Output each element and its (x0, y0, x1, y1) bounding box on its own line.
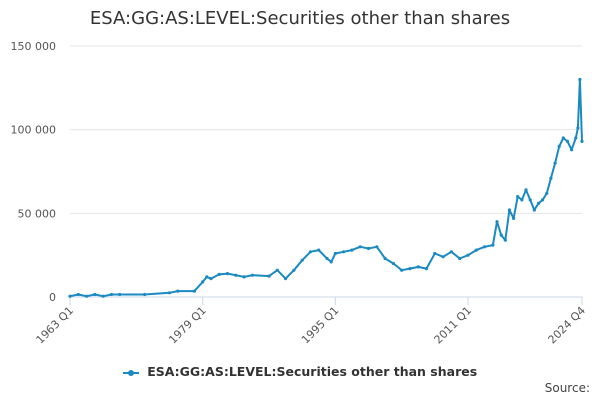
series-point (267, 274, 271, 278)
series-point (516, 195, 520, 199)
series-point (333, 251, 337, 256)
series-point (209, 277, 213, 281)
series-point (217, 272, 221, 276)
series-point (358, 245, 362, 249)
series-point (570, 148, 574, 152)
series-point (408, 267, 412, 271)
series-point (242, 275, 246, 279)
series-point (561, 136, 565, 140)
series-point (76, 292, 80, 297)
chart-title: ESA:GG:AS:LEVEL:Securities other than sh… (89, 8, 511, 29)
series-point (201, 280, 205, 284)
series-point (205, 275, 209, 279)
series-point (499, 233, 503, 237)
x-tick-label: 1963 Q1 (34, 304, 77, 347)
x-tick-label: 2011 Q1 (432, 304, 475, 347)
series-point (93, 292, 97, 297)
series-point (458, 256, 462, 261)
series-point (576, 126, 580, 130)
series-point (317, 248, 321, 252)
series-point (234, 273, 238, 277)
legend-label: ESA:GG:AS:LEVEL:Securities other than sh… (147, 364, 478, 379)
series-point (292, 268, 296, 272)
series-point (545, 191, 549, 195)
series-point (192, 289, 196, 293)
series-point (511, 216, 516, 220)
series-point (565, 139, 570, 143)
series-point (503, 238, 507, 242)
series-point (449, 250, 453, 254)
series-point (424, 267, 429, 271)
series-point (85, 294, 89, 298)
series-point (143, 292, 147, 297)
series-point (483, 245, 487, 249)
series-point (557, 144, 561, 148)
series-point (225, 272, 230, 276)
axis-layer: 0 50 000 100 000 150 000 1963 Q1 1979 Q1 1995 … (11, 40, 589, 346)
source-label: Source: (544, 381, 590, 395)
series-point (167, 291, 172, 295)
series-point (250, 273, 254, 277)
series-point (532, 208, 536, 212)
series-point (541, 198, 545, 202)
series-layer (68, 77, 584, 298)
series-point (528, 198, 532, 202)
series-point (176, 289, 180, 293)
series-point (325, 256, 329, 261)
series-point (383, 256, 387, 261)
series-point (275, 268, 279, 272)
y-tick-label: 100 000 (11, 124, 57, 137)
series-point (507, 208, 511, 212)
x-tick-label: 2024 Q4 (546, 304, 589, 347)
legend-swatch-icon (122, 368, 139, 378)
series-point (578, 77, 582, 82)
series-point (474, 248, 478, 252)
series-point (366, 246, 371, 251)
series-point (580, 139, 584, 143)
series-point (553, 161, 557, 165)
series-point (284, 277, 288, 281)
series-point (101, 294, 105, 298)
x-tick-label: 1979 Q1 (166, 304, 209, 347)
series-point (549, 176, 553, 180)
y-tick-label: 50 000 (18, 207, 57, 220)
series-point (118, 292, 122, 297)
series-point (391, 261, 395, 266)
series-point (109, 292, 114, 297)
series-point (520, 198, 524, 202)
legend[interactable]: ESA:GG:AS:LEVEL:Securities other than sh… (0, 364, 600, 379)
y-tick-label: 0 (49, 291, 56, 304)
series-point (300, 258, 304, 262)
series-point (433, 251, 437, 256)
series-point (466, 253, 470, 257)
series-point (400, 268, 404, 272)
series-point (524, 188, 528, 192)
series-point (495, 220, 499, 224)
grid-layer (70, 45, 582, 214)
series-point (536, 201, 541, 205)
series-point (329, 260, 333, 264)
series-line (69, 78, 583, 298)
series-point (441, 255, 445, 259)
series-point (491, 243, 495, 247)
series-point (342, 250, 346, 254)
series-point (350, 248, 354, 252)
series-point (416, 265, 420, 269)
series-point (68, 294, 72, 298)
series-point (308, 250, 313, 254)
x-tick-label: 1995 Q1 (299, 304, 342, 347)
y-tick-label: 150 000 (11, 40, 57, 53)
series-point (574, 136, 578, 140)
series-point (375, 245, 379, 249)
